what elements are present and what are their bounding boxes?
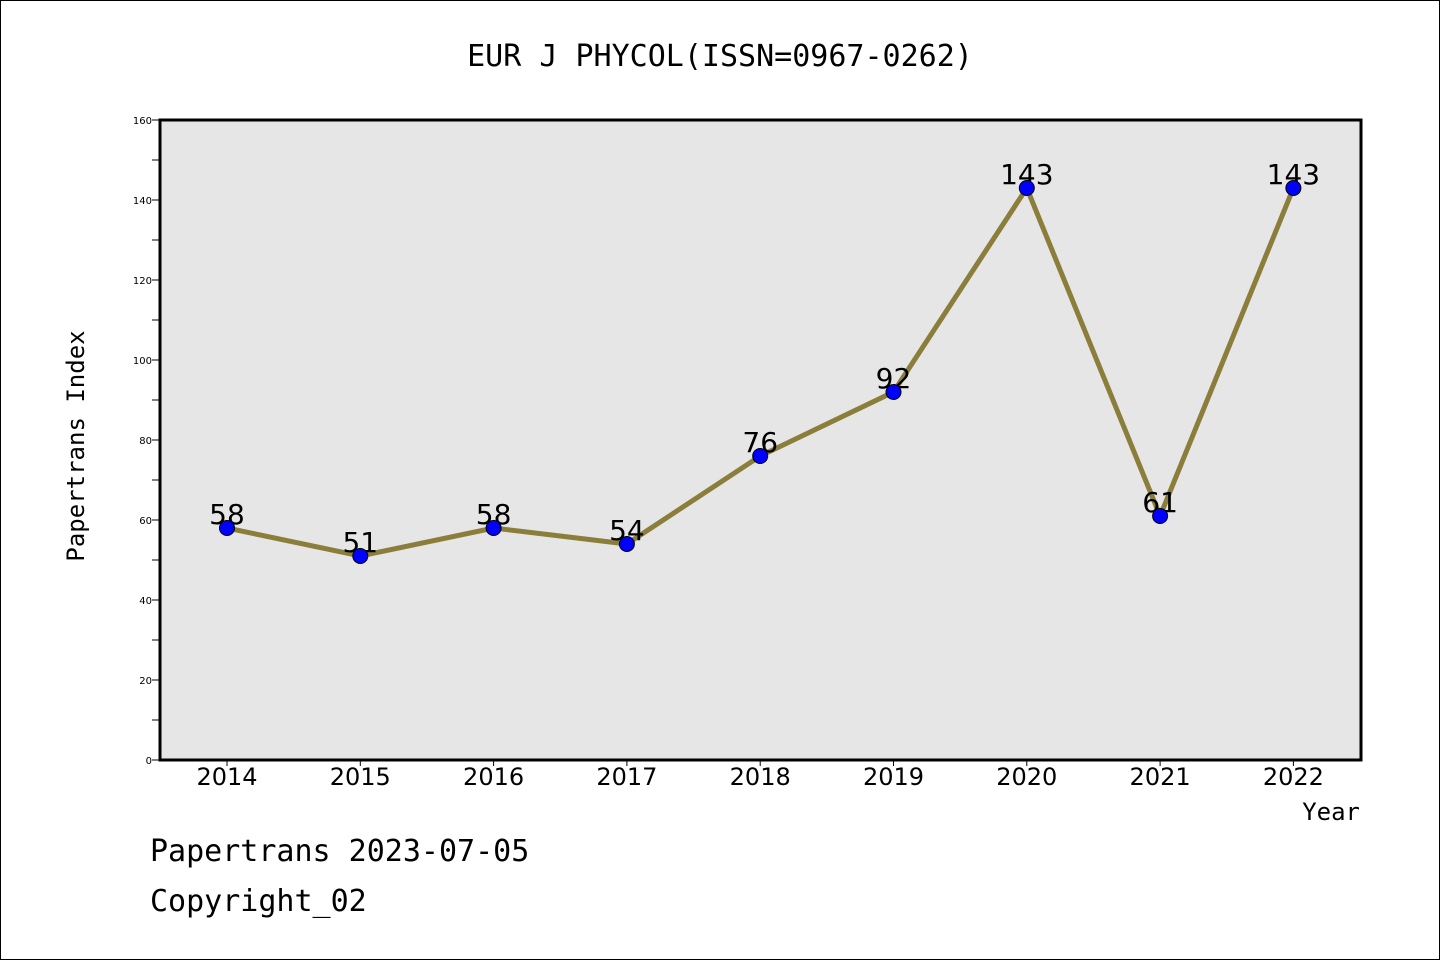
chart-title: EUR J PHYCOL(ISSN=0967-0262) xyxy=(467,39,973,74)
data-point xyxy=(485,520,502,536)
data-point xyxy=(885,384,902,400)
x-tick-label: 2017 xyxy=(596,763,657,791)
data-point xyxy=(1152,508,1169,524)
y-tick-label: 20 xyxy=(139,676,152,687)
y-tick-label: 60 xyxy=(139,516,152,527)
x-axis: 2014 2015 2016 2017 2018 2019 2020 2021 2022 xyxy=(196,760,1324,791)
y-tick-label: 0 xyxy=(146,756,152,767)
plot-area xyxy=(158,118,1363,762)
x-tick-label: 2016 xyxy=(463,763,524,791)
x-axis-label: Year xyxy=(1302,798,1360,826)
x-tick-label: 2018 xyxy=(730,763,791,791)
y-tick-label: 100 xyxy=(133,356,152,367)
y-tick-label: 140 xyxy=(133,196,152,207)
x-tick-label: 2019 xyxy=(863,763,924,791)
data-point xyxy=(618,536,635,552)
x-tick-label: 2015 xyxy=(330,763,391,791)
data-point xyxy=(752,448,769,464)
data-point xyxy=(1018,180,1035,196)
data-point xyxy=(352,548,369,564)
data-point xyxy=(1285,180,1302,196)
footer-copyright-text: Copyright_02 xyxy=(150,884,367,919)
x-tick-label: 2020 xyxy=(996,763,1057,791)
y-tick-label: 40 xyxy=(139,596,152,607)
y-tick-label: 80 xyxy=(139,436,152,447)
y-tick-label: 160 xyxy=(133,116,152,127)
x-tick-label: 2022 xyxy=(1263,763,1324,791)
y-axis: 0 20 40 60 80 100 120 140 160 xyxy=(133,116,160,767)
x-tick-label: 2014 xyxy=(196,763,257,791)
y-axis-label: Papertrans Index xyxy=(62,330,90,561)
y-tick-label: 120 xyxy=(133,276,152,287)
x-tick-label: 2021 xyxy=(1130,763,1191,791)
footer-date-text: Papertrans 2023-07-05 xyxy=(150,834,530,869)
data-point xyxy=(219,520,235,536)
